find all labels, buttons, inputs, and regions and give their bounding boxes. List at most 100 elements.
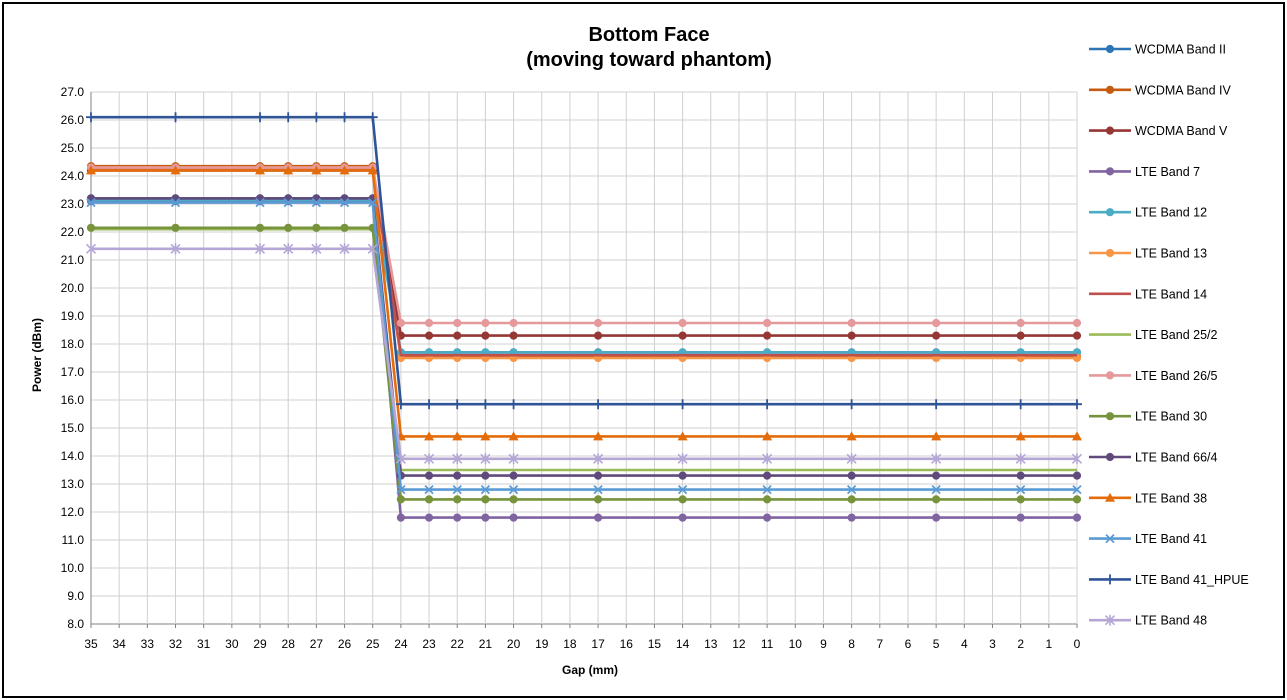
x-tick-label: 18	[563, 637, 577, 651]
y-tick-label: 21.0	[61, 253, 85, 267]
data-point	[1017, 332, 1024, 339]
plot-area	[86, 112, 1082, 521]
data-point	[424, 399, 434, 409]
data-point	[482, 332, 489, 339]
x-tick-label: 28	[282, 637, 296, 651]
legend-label: LTE Band 66/4	[1135, 451, 1218, 465]
legend-label: LTE Band 26/5	[1135, 369, 1218, 383]
data-point	[1017, 472, 1024, 479]
legend-label: WCDMA Band V	[1135, 124, 1228, 138]
y-tick-label: 15.0	[61, 421, 85, 435]
x-tick-label: 6	[905, 637, 912, 651]
x-tick-label: 32	[169, 637, 183, 651]
x-tick-label: 17	[591, 637, 605, 651]
legend-label: WCDMA Band IV	[1135, 83, 1232, 97]
x-tick-label: 20	[507, 637, 521, 651]
data-point	[454, 496, 461, 503]
y-tick-label: 23.0	[61, 197, 85, 211]
series-lte-band-12	[87, 196, 1080, 356]
data-point	[283, 112, 293, 122]
legend-label: LTE Band 13	[1135, 247, 1207, 261]
x-tick-label: 9	[820, 637, 827, 651]
y-tick-label: 16.0	[61, 393, 85, 407]
data-point	[425, 514, 432, 521]
legend-label: LTE Band 25/2	[1135, 328, 1218, 342]
legend-entry: LTE Band 12	[1089, 206, 1207, 220]
series-lte-band-41	[87, 199, 1081, 494]
data-point	[1106, 372, 1113, 379]
data-point	[679, 472, 686, 479]
y-tick-label: 13.0	[61, 477, 85, 491]
y-axis-label: Power (dBm)	[30, 318, 44, 392]
series-lte-band-41-hpue	[86, 112, 1082, 409]
data-point	[931, 399, 941, 409]
data-point	[762, 399, 772, 409]
data-point	[86, 112, 96, 122]
data-point	[679, 332, 686, 339]
data-point	[848, 472, 855, 479]
series-lte-band-25-2	[91, 229, 1077, 470]
data-point	[1106, 453, 1113, 460]
legend-label: LTE Band 41	[1135, 532, 1207, 546]
data-point	[1017, 514, 1024, 521]
data-point	[510, 472, 517, 479]
data-point	[510, 332, 517, 339]
data-point	[933, 472, 940, 479]
data-point	[285, 224, 292, 231]
legend-entry: LTE Band 41_HPUE	[1089, 573, 1249, 587]
data-point	[1106, 413, 1113, 420]
data-point	[594, 319, 601, 326]
y-tick-label: 10.0	[61, 561, 85, 575]
x-tick-label: 21	[479, 637, 493, 651]
chart-title-line-1: Bottom Face	[588, 24, 709, 46]
x-tick-label: 16	[620, 637, 634, 651]
x-tick-label: 10	[789, 637, 803, 651]
y-tick-label: 24.0	[61, 169, 85, 183]
data-point	[764, 514, 771, 521]
data-point	[452, 399, 462, 409]
data-point	[454, 472, 461, 479]
data-point	[764, 496, 771, 503]
data-point	[847, 399, 857, 409]
data-point	[1105, 574, 1115, 584]
x-tick-label: 11	[761, 637, 774, 651]
data-point	[594, 472, 601, 479]
legend: WCDMA Band II WCDMA Band IV WCDMA Band V LT…	[1089, 43, 1249, 628]
data-point	[594, 496, 601, 503]
y-axis-ticks: 8.09.010.011.012.013.014.015.016.017.018…	[61, 85, 85, 631]
data-point	[594, 332, 601, 339]
data-point	[480, 399, 490, 409]
x-tick-label: 31	[197, 637, 211, 651]
legend-entry: WCDMA Band II	[1089, 43, 1226, 57]
series-wcdma-band-v	[87, 167, 1080, 339]
data-point	[425, 319, 432, 326]
data-point	[425, 332, 432, 339]
legend-entry: WCDMA Band V	[1089, 124, 1228, 138]
x-tick-label: 15	[648, 637, 662, 651]
data-point	[87, 224, 94, 231]
legend-label: LTE Band 14	[1135, 287, 1207, 301]
data-point	[454, 319, 461, 326]
y-tick-label: 18.0	[61, 337, 85, 351]
data-point	[313, 224, 320, 231]
data-point	[1073, 332, 1080, 339]
data-point	[1073, 472, 1080, 479]
data-point	[425, 496, 432, 503]
series-lte-band-14	[91, 169, 1077, 355]
x-tick-label: 23	[422, 637, 436, 651]
data-point	[397, 319, 404, 326]
data-point	[397, 514, 404, 521]
data-point	[1106, 86, 1113, 93]
x-tick-label: 22	[451, 637, 465, 651]
data-point	[1017, 319, 1024, 326]
x-tick-label: 25	[366, 637, 380, 651]
data-point	[679, 496, 686, 503]
x-tick-label: 34	[112, 637, 126, 651]
x-tick-label: 1	[1045, 637, 1052, 651]
y-tick-label: 14.0	[61, 449, 85, 463]
y-tick-label: 26.0	[61, 113, 85, 127]
x-tick-label: 2	[1017, 637, 1024, 651]
x-tick-label: 8	[848, 637, 855, 651]
data-point	[1073, 514, 1080, 521]
series-line	[91, 198, 1077, 352]
